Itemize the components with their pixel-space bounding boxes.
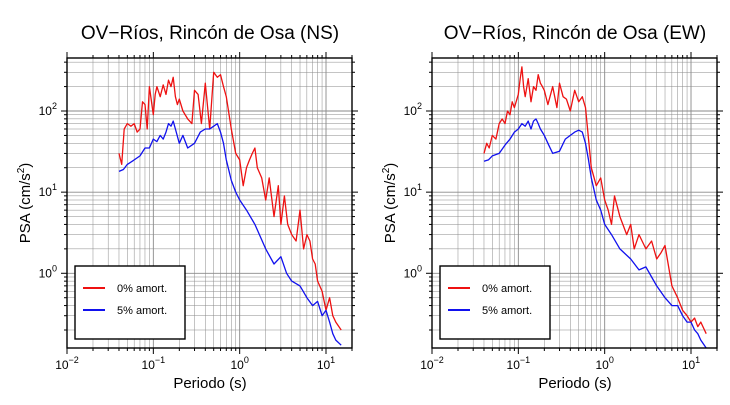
x-tick-label: 101 bbox=[317, 355, 335, 372]
legend-label: 0% amort. bbox=[117, 283, 167, 295]
x-tick-label: 10−2 bbox=[420, 355, 444, 372]
legend: 0% amort. 5% amort. bbox=[74, 265, 186, 340]
plot-frame bbox=[431, 57, 718, 349]
x-tick-label: 10−1 bbox=[507, 355, 531, 372]
y-tick-label: 100 bbox=[39, 263, 57, 280]
grid bbox=[66, 58, 353, 348]
legend: 0% amort. 5% amort. bbox=[439, 265, 551, 340]
legend-label: 5% amort. bbox=[117, 305, 167, 317]
series-line-red bbox=[118, 71, 342, 331]
y-tick-label: 101 bbox=[404, 182, 422, 199]
series-line-blue bbox=[483, 118, 707, 349]
chart-title: OV−Ríos, Rincón de Osa (NS) bbox=[81, 23, 339, 44]
y-tick-label: 102 bbox=[39, 101, 57, 118]
legend-box bbox=[439, 265, 551, 340]
plot-frame bbox=[66, 57, 353, 349]
legend-box bbox=[74, 265, 186, 340]
chart-panel-1: 10−2 10−1 100 101 100 101 102 OV−Ríos, Rincón d… bbox=[16, 23, 358, 392]
x-tick-label: 100 bbox=[595, 355, 613, 372]
legend-label: 0% amort. bbox=[482, 283, 532, 295]
x-tick-label: 10−2 bbox=[55, 355, 79, 372]
y-tick-label: 100 bbox=[404, 263, 422, 280]
y-tick-label: 102 bbox=[404, 101, 422, 118]
x-axis-label: Periodo (s) bbox=[538, 375, 611, 392]
legend-label: 5% amort. bbox=[482, 305, 532, 317]
x-tick-label: 10−1 bbox=[142, 355, 166, 372]
x-tick-label: 101 bbox=[682, 355, 700, 372]
series-line-red bbox=[483, 66, 707, 334]
y-axis-label: PSA (cm/s2) bbox=[381, 163, 399, 244]
x-tick-label: 100 bbox=[230, 355, 248, 372]
y-axis-label: PSA (cm/s2) bbox=[16, 163, 34, 244]
x-axis-label: Periodo (s) bbox=[173, 375, 246, 392]
y-tick-label: 101 bbox=[39, 182, 57, 199]
chart-title: OV−Ríos, Rincón de Osa (EW) bbox=[444, 23, 706, 44]
chart-panel-2: 10−2 10−1 100 101 100 101 102 OV−Ríos, Rincón d… bbox=[381, 23, 723, 392]
series-line-blue bbox=[118, 120, 342, 346]
